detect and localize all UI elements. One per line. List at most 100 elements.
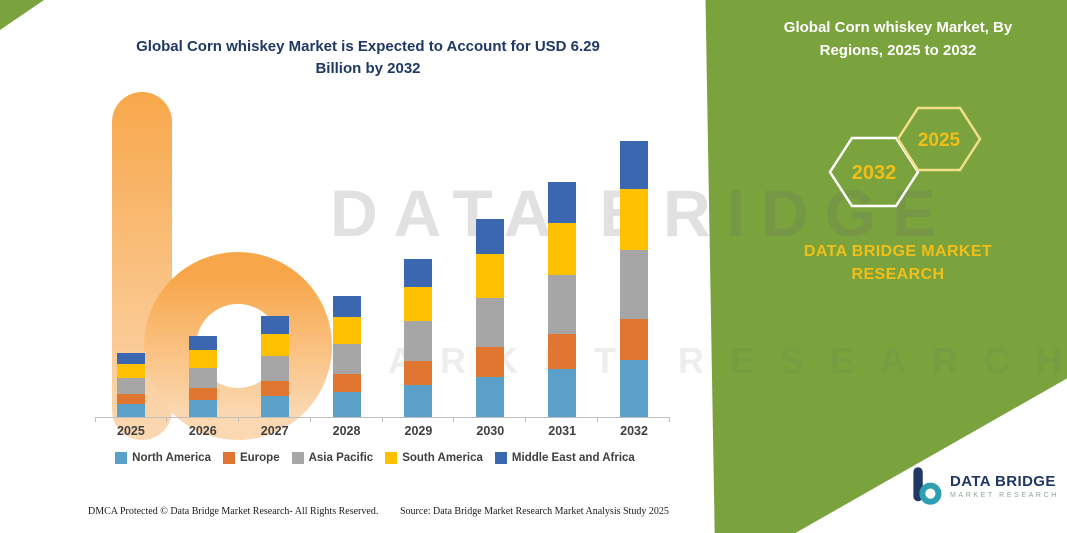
segment-asia-pacific-2029 [404, 321, 433, 361]
legend-swatch-europe [222, 452, 235, 464]
hexagon-outline [828, 136, 920, 208]
bar-cell-2026 [167, 127, 239, 422]
segment-europe-2027 [260, 380, 289, 397]
segment-south-america-2031 [548, 222, 577, 275]
stacked-bar-2031 [548, 181, 577, 417]
hexagon-2025: 2025 [896, 106, 982, 172]
legend-item-middle-east-and-africa: Middle East and Africa [494, 452, 635, 464]
plot-area [95, 127, 670, 422]
x-tick-label-2032: 2032 [620, 424, 648, 438]
segment-asia-pacific-2026 [188, 367, 217, 389]
bar-cell-2031 [526, 127, 599, 422]
stacked-bar-2026 [188, 335, 217, 417]
x-tick-label-2025: 2025 [117, 424, 145, 438]
stacked-bar-2029 [404, 258, 433, 417]
segment-middle-east-and-africa-2027 [260, 315, 289, 334]
bar-cell-2027 [239, 127, 311, 422]
segment-middle-east-and-africa-2026 [188, 335, 217, 350]
segment-europe-2026 [188, 388, 217, 401]
stacked-bar-2028 [332, 296, 361, 417]
segment-north-america-2029 [404, 384, 433, 417]
segment-south-america-2026 [188, 349, 217, 368]
segment-north-america-2031 [548, 368, 577, 417]
segment-asia-pacific-2031 [548, 274, 577, 334]
segment-south-america-2029 [404, 286, 433, 322]
brand-logo-name: DATA BRIDGE [950, 473, 1056, 490]
segment-south-america-2025 [116, 364, 145, 379]
segment-north-america-2026 [188, 400, 217, 417]
segment-south-america-2030 [476, 254, 505, 298]
stacked-bar-2025 [116, 353, 145, 417]
segment-asia-pacific-2027 [260, 355, 289, 381]
legend: North America Europe Asia Pacific South Ame… [70, 452, 680, 464]
legend-label-asia-pacific: Asia Pacific [308, 452, 374, 464]
segment-europe-2031 [548, 333, 577, 369]
x-tick-label-2030: 2030 [476, 424, 505, 438]
x-tick-label-2028: 2028 [332, 424, 361, 438]
x-tick-label-2029: 2029 [404, 424, 433, 438]
segment-middle-east-and-africa-2031 [548, 181, 577, 223]
segment-north-america-2027 [260, 396, 289, 417]
bar-cell-2030 [454, 127, 527, 422]
segment-asia-pacific-2028 [332, 344, 361, 375]
legend-swatch-north-america [115, 452, 128, 464]
x-axis-labels: 2025 2026 2027 2028 2029 2030 2031 2032 [95, 424, 670, 438]
x-tick-label-2027: 2027 [260, 424, 289, 438]
legend-item-europe: Europe [222, 452, 280, 464]
segment-asia-pacific-2025 [116, 378, 145, 395]
segment-north-america-2025 [116, 403, 145, 417]
segment-south-america-2027 [260, 333, 289, 356]
legend-swatch-middle-east-and-africa [494, 452, 507, 464]
hexagon-year-label: 2025 [918, 130, 961, 151]
bar-cell-2025 [95, 127, 167, 422]
stacked-bar-2027 [260, 315, 289, 417]
side-panel: Global Corn whiskey Market, By Regions, … [700, 0, 1067, 533]
segment-europe-2025 [116, 394, 145, 404]
legend-label-europe: Europe [239, 452, 280, 464]
footer-source: Source: Data Bridge Market Research Mark… [400, 506, 669, 517]
bar-cell-2029 [383, 127, 455, 422]
bar-cell-2028 [311, 127, 383, 422]
legend-label-middle-east-and-africa: Middle East and Africa [511, 452, 635, 464]
legend-swatch-south-america [385, 452, 398, 464]
brand-logo: DATA BRIDGE MARKET RESEARCH [910, 464, 1059, 508]
segment-middle-east-and-africa-2029 [404, 258, 433, 287]
segment-middle-east-and-africa-2032 [620, 140, 649, 190]
brand-logo-icon [913, 467, 942, 505]
stacked-bar-2032 [620, 140, 649, 417]
segment-south-america-2032 [620, 189, 649, 251]
segment-north-america-2032 [620, 360, 649, 417]
segment-asia-pacific-2030 [476, 297, 505, 347]
brand-logo-text: DATA BRIDGE MARKET RESEARCH [950, 473, 1059, 499]
segment-asia-pacific-2032 [620, 250, 649, 320]
segment-north-america-2030 [476, 376, 505, 417]
segment-middle-east-and-africa-2028 [332, 296, 361, 318]
stacked-bar-2030 [476, 219, 505, 417]
corner-triangle [0, 0, 44, 30]
x-tick-label-2026: 2026 [188, 424, 217, 438]
legend-item-north-america: North America [115, 452, 211, 464]
segment-south-america-2028 [332, 317, 361, 345]
segment-europe-2028 [332, 374, 361, 393]
segment-north-america-2028 [332, 392, 361, 417]
segment-middle-east-and-africa-2025 [116, 353, 145, 365]
footer-dmca: DMCA Protected © Data Bridge Market Rese… [88, 506, 379, 517]
hexagon-2032: 2032 [828, 136, 920, 208]
side-panel-brand: DATA BRIDGE MARKET RESEARCH [803, 243, 993, 284]
segment-europe-2029 [404, 360, 433, 385]
brand-logo-subtitle: MARKET RESEARCH [950, 492, 1059, 499]
hexagon-outline [896, 106, 982, 172]
legend-label-north-america: North America [132, 452, 211, 464]
logo-b-ring [919, 482, 942, 505]
hexagon-year-label: 2032 [852, 162, 897, 184]
chart-title: Global Corn whiskey Market is Expected t… [136, 38, 600, 77]
segment-middle-east-and-africa-2030 [476, 219, 505, 255]
segment-europe-2030 [476, 346, 505, 377]
legend-item-south-america: South America [385, 452, 483, 464]
legend-item-asia-pacific: Asia Pacific [291, 452, 374, 464]
x-tick-label-2031: 2031 [548, 424, 577, 438]
legend-swatch-asia-pacific [291, 452, 304, 464]
legend-label-south-america: South America [402, 452, 483, 464]
segment-europe-2032 [620, 319, 649, 361]
